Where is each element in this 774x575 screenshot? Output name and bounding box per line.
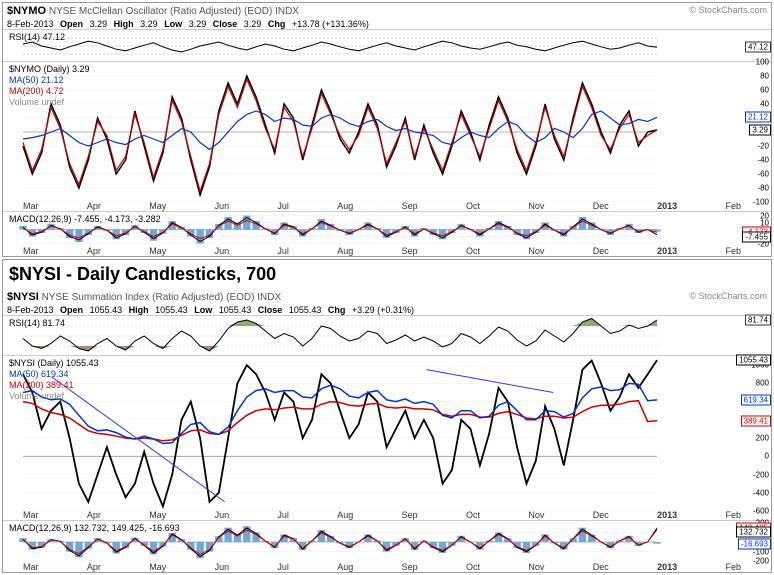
ytick-label: -200 bbox=[753, 470, 769, 479]
chart1-ohlc: 8-Feb-2013 Open 3.29 High 3.29 Low 3.29 … bbox=[3, 19, 771, 29]
chart-nymo: © StockCharts.com $NYMO NYSE McClellan O… bbox=[2, 2, 772, 257]
value-box: 619.34 bbox=[741, 394, 771, 405]
legend-item: MA(200) 389.41 bbox=[9, 380, 99, 391]
ytick-label: -60 bbox=[757, 170, 769, 179]
value-box: 3.29 bbox=[749, 124, 771, 135]
indicator-label: RSI(14) 81.74 bbox=[9, 318, 65, 329]
ytick-label: 80 bbox=[760, 72, 769, 81]
legend-item: Volume undef bbox=[9, 391, 99, 402]
ytick-label: 100 bbox=[756, 58, 769, 67]
chart2-symbol: $NYSI bbox=[7, 291, 39, 303]
value-box: -16.693 bbox=[738, 538, 771, 549]
xtick-label: Nov bbox=[528, 246, 544, 256]
chart2-rsi-panel: RSI(14) 81.74 81.74 bbox=[3, 315, 771, 355]
xtick-label: Feb bbox=[725, 201, 741, 211]
ytick-label: -20 bbox=[757, 142, 769, 151]
legend-item: Volume undef bbox=[9, 97, 90, 108]
xtick-label: Oct bbox=[466, 201, 480, 211]
chart-nysi: $NYSI - Daily Candlesticks, 700 © StockC… bbox=[2, 259, 772, 573]
xtick-label: Jun bbox=[215, 562, 230, 572]
xtick-label: May bbox=[149, 201, 166, 211]
xtick-label: Apr bbox=[87, 562, 101, 572]
xtick-label: 2013 bbox=[657, 562, 677, 572]
xtick-label: May bbox=[149, 246, 166, 256]
xtick-label: Nov bbox=[528, 201, 544, 211]
xtick-label: Mar bbox=[23, 201, 39, 211]
chart2-main-panel: $NYSI (Daily) 1055.43MA(50) 619.34MA(200… bbox=[3, 355, 771, 510]
chart2-ohlc: 8-Feb-2013 Open 1055.43 High 1055.43 Low… bbox=[3, 305, 771, 315]
ytick-label: -400 bbox=[753, 488, 769, 497]
xtick-label: Sep bbox=[402, 246, 418, 256]
xtick-label: Mar bbox=[23, 562, 39, 572]
value-box: 132.732 bbox=[736, 527, 771, 538]
xtick-label: Sep bbox=[402, 201, 418, 211]
xtick-label: Nov bbox=[528, 562, 544, 572]
xtick-label: Oct bbox=[466, 246, 480, 256]
chart2-header: © StockCharts.com $NYSI NYSE Summation I… bbox=[3, 289, 771, 305]
xtick-label: May bbox=[149, 562, 166, 572]
xtick-label: Dec bbox=[593, 201, 609, 211]
chart1-xaxis2: Mar Apr May Jun Jul Aug Sep Oct Nov Dec 2013 Feb bbox=[3, 246, 771, 256]
indicator-label: RSI(14) 47.12 bbox=[9, 32, 65, 43]
ytick-label: -600 bbox=[753, 507, 769, 516]
xtick-label: Oct bbox=[466, 562, 480, 572]
ytick-label: 40 bbox=[760, 100, 769, 109]
value-box: 21.12 bbox=[745, 112, 771, 123]
legend-item: MA(50) 21.12 bbox=[9, 75, 90, 86]
value-box: 47.12 bbox=[745, 42, 771, 53]
value-box: 1055.43 bbox=[736, 355, 771, 366]
xtick-label: Feb bbox=[725, 562, 741, 572]
ytick-label: 0 bbox=[765, 452, 769, 461]
xtick-label: 2013 bbox=[657, 246, 677, 256]
chart1-header: © StockCharts.com $NYMO NYSE McClellan O… bbox=[3, 3, 771, 19]
xtick-label: Apr bbox=[87, 201, 101, 211]
legend-item: MA(200) 4.72 bbox=[9, 86, 90, 97]
ytick-label: -200 bbox=[753, 557, 769, 566]
chart1-symbol: $NYMO bbox=[7, 5, 46, 17]
ytick-label: -40 bbox=[757, 156, 769, 165]
xtick-label: Apr bbox=[87, 246, 101, 256]
chart2-macd-panel: MACD(12,26,9) 132.732, 149.425, -16.693 -… bbox=[3, 520, 771, 562]
chart2-desc: NYSE Summation Index (Ratio Adjusted) (E… bbox=[42, 292, 282, 303]
chart1-macd-panel: MACD(12,26,9) -7.455, -4.173, -3.282-20-… bbox=[3, 211, 771, 246]
ytick-label: 800 bbox=[756, 379, 769, 388]
xtick-label: Aug bbox=[337, 562, 353, 572]
legend-item: $NYMO (Daily) 3.29 bbox=[9, 64, 90, 75]
xtick-label: Mar bbox=[23, 246, 39, 256]
chart1-rsi-panel: RSI(14) 47.12 47.12 bbox=[3, 29, 771, 61]
chart2-date: 8-Feb-2013 bbox=[7, 305, 54, 315]
ytick-label: -80 bbox=[757, 184, 769, 193]
chart1-main-panel: $NYMO (Daily) 3.29MA(50) 21.12MA(200) 4.… bbox=[3, 61, 771, 201]
xtick-label: Sep bbox=[402, 562, 418, 572]
ytick-label: 20 bbox=[760, 211, 769, 220]
xtick-label: Aug bbox=[337, 201, 353, 211]
legend-item: MA(50) 619.34 bbox=[9, 369, 99, 380]
xtick-label: Dec bbox=[593, 562, 609, 572]
indicator-label: MACD(12,26,9) -7.455, -4.173, -3.282 bbox=[9, 214, 161, 225]
chart1-desc: NYSE McClellan Oscillator (Ratio Adjuste… bbox=[49, 6, 299, 17]
xtick-label: Jun bbox=[215, 201, 230, 211]
value-box: -7.455 bbox=[742, 231, 771, 242]
chart2-xaxis2: Mar Apr May Jun Jul Aug Sep Oct Nov Dec 2013 Feb bbox=[3, 562, 771, 572]
xtick-label: Jun bbox=[215, 246, 230, 256]
xtick-label: Jul bbox=[277, 562, 289, 572]
source-label: © StockCharts.com bbox=[689, 291, 767, 301]
chart1-date: 8-Feb-2013 bbox=[7, 19, 54, 29]
xtick-label: 2013 bbox=[657, 201, 677, 211]
value-box: 81.74 bbox=[745, 315, 771, 326]
chart2-title: $NYSI - Daily Candlesticks, 700 bbox=[3, 260, 771, 289]
xtick-label: Dec bbox=[593, 246, 609, 256]
xtick-label: Jul bbox=[277, 246, 289, 256]
ytick-label: 60 bbox=[760, 86, 769, 95]
xtick-label: Aug bbox=[337, 246, 353, 256]
indicator-label: MACD(12,26,9) 132.732, 149.425, -16.693 bbox=[9, 523, 180, 534]
ytick-label: 200 bbox=[756, 434, 769, 443]
xtick-label: Feb bbox=[725, 246, 741, 256]
ytick-label: -100 bbox=[753, 198, 769, 207]
chart1-xaxis: Mar Apr May Jun Jul Aug Sep Oct Nov Dec 2013 Feb bbox=[3, 201, 771, 211]
source-label: © StockCharts.com bbox=[689, 5, 767, 15]
xtick-label: Jul bbox=[277, 201, 289, 211]
legend-item: $NYSI (Daily) 1055.43 bbox=[9, 358, 99, 369]
value-box: 389.41 bbox=[741, 415, 771, 426]
